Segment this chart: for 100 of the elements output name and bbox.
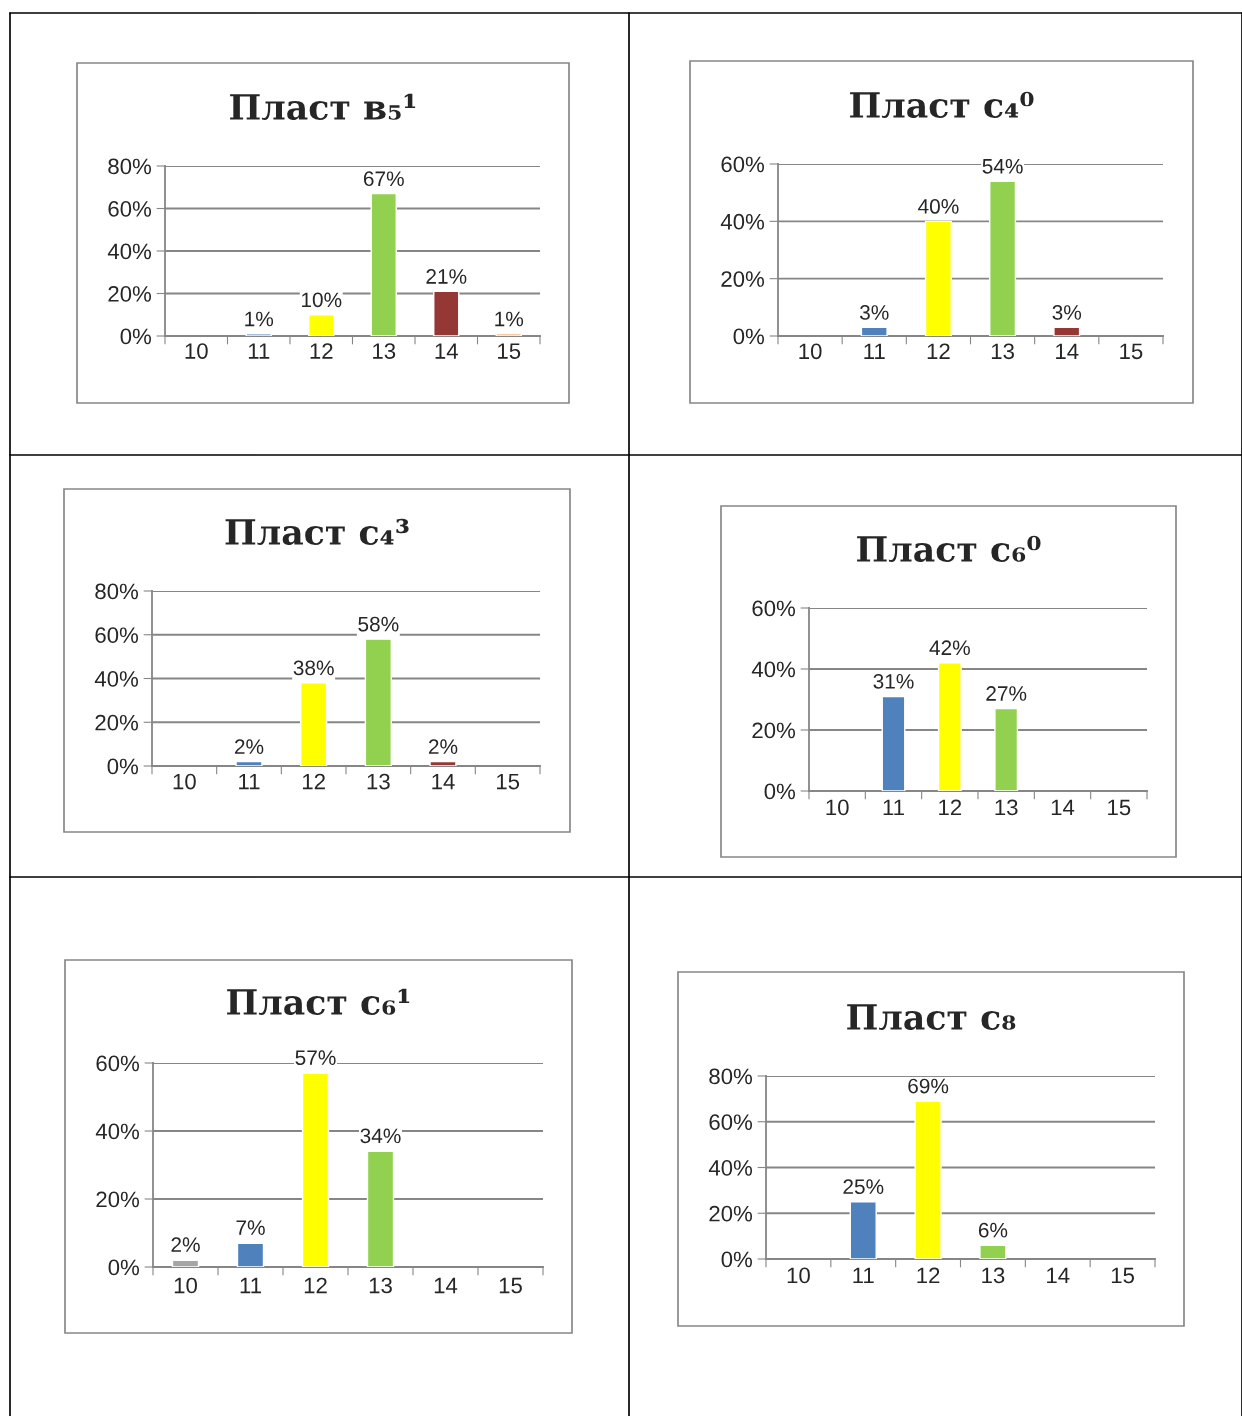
- data-label: 1%: [495, 311, 524, 327]
- data-label: 2%: [171, 1237, 200, 1252]
- x-tick-label: 13: [995, 799, 1018, 816]
- data-label: 2%: [428, 739, 458, 754]
- data-label: 40%: [918, 199, 959, 214]
- y-tick-label: 0%: [764, 783, 796, 800]
- y-tick-label: 20%: [96, 1191, 140, 1208]
- data-label: 21%: [426, 269, 467, 284]
- data-label: 57%: [295, 1050, 336, 1065]
- y-tick-label: 0%: [108, 1259, 140, 1276]
- x-tick-label: 14: [1056, 343, 1079, 359]
- y-tick-label: 80%: [108, 158, 152, 175]
- x-tick-label: 10: [826, 799, 849, 816]
- y-tick-label: 60%: [752, 600, 796, 617]
- x-tick-label: 15: [497, 773, 520, 790]
- x-tick-label: 14: [434, 1277, 458, 1294]
- data-label: 10%: [301, 292, 342, 308]
- x-tick-label: 15: [1120, 343, 1143, 360]
- data-label: 58%: [358, 616, 399, 632]
- x-tick-label: 13: [982, 1267, 1005, 1284]
- chart-title: Пласт с₆¹: [227, 988, 410, 1016]
- y-tick-label: 80%: [95, 583, 139, 600]
- bar: [171, 1259, 200, 1267]
- bar: [495, 333, 522, 336]
- chart-title: Пласт с₆⁰: [857, 535, 1041, 563]
- data-label: 3%: [859, 305, 889, 320]
- y-tick-label: 20%: [752, 722, 796, 739]
- bar: [989, 180, 1017, 336]
- data-label: 38%: [293, 660, 334, 676]
- x-tick-label: 11: [239, 773, 260, 790]
- x-tick-label: 15: [499, 1277, 522, 1294]
- x-tick-label: 14: [1047, 1267, 1070, 1284]
- data-label: 34%: [360, 1128, 401, 1144]
- bar: [301, 1072, 330, 1267]
- y-tick-label: 20%: [721, 271, 765, 287]
- y-tick-label: 40%: [708, 1160, 753, 1176]
- y-tick-label: 40%: [751, 661, 796, 678]
- x-tick-label: 12: [303, 773, 325, 790]
- x-tick-label: 15: [1108, 799, 1131, 816]
- y-tick-label: 60%: [709, 1114, 753, 1131]
- x-tick-label: 12: [304, 1277, 327, 1294]
- x-tick-label: 10: [799, 343, 822, 360]
- chart-title: Пласт с₈: [847, 1004, 1016, 1031]
- x-tick-label: 10: [174, 1277, 197, 1294]
- y-tick-label: 0%: [120, 328, 152, 345]
- x-tick-label: 13: [367, 773, 390, 790]
- x-tick-label: 13: [369, 1277, 392, 1294]
- data-label: 42%: [929, 640, 970, 656]
- bar: [849, 1201, 877, 1259]
- x-tick-label: 11: [248, 343, 270, 359]
- y-tick-label: 40%: [107, 243, 152, 260]
- y-tick-label: 0%: [733, 328, 765, 345]
- y-tick-label: 20%: [108, 286, 152, 302]
- y-tick-label: 20%: [709, 1205, 753, 1222]
- y-tick-label: 40%: [95, 1123, 140, 1140]
- chart-title: Пласт с₄³: [225, 518, 409, 546]
- x-tick-label: 14: [1051, 799, 1075, 816]
- y-tick-label: 60%: [95, 627, 139, 644]
- bar: [429, 760, 457, 766]
- x-tick-label: 13: [991, 343, 1014, 360]
- y-tick-label: 60%: [96, 1055, 140, 1072]
- bar: [366, 1150, 395, 1267]
- data-label: 31%: [873, 673, 914, 689]
- x-tick-label: 12: [310, 343, 333, 359]
- x-tick-label: 15: [1111, 1267, 1135, 1284]
- data-label: 6%: [978, 1222, 1008, 1238]
- data-label: 27%: [986, 686, 1027, 701]
- data-label: 2%: [234, 739, 264, 754]
- data-label: 54%: [982, 158, 1023, 174]
- y-tick-label: 0%: [721, 1251, 753, 1268]
- data-label: 67%: [363, 171, 404, 187]
- data-label: 7%: [236, 1220, 265, 1235]
- chart-title: Пласт с₄⁰: [850, 91, 1034, 119]
- x-tick-label: 10: [173, 773, 196, 790]
- x-tick-label: 11: [853, 1267, 874, 1284]
- x-tick-label: 11: [240, 1277, 261, 1294]
- data-label: 69%: [908, 1078, 949, 1094]
- x-tick-label: 14: [432, 773, 455, 790]
- bar: [236, 1242, 265, 1267]
- x-tick-label: 10: [185, 343, 208, 359]
- y-tick-label: 40%: [94, 671, 139, 687]
- x-tick-label: 11: [864, 343, 885, 359]
- x-tick-label: 12: [927, 343, 950, 359]
- y-tick-label: 40%: [720, 213, 765, 230]
- y-tick-label: 20%: [95, 714, 139, 731]
- bar: [235, 760, 263, 766]
- bar: [308, 314, 335, 336]
- bar: [937, 662, 962, 791]
- data-label: 25%: [843, 1179, 884, 1195]
- y-tick-label: 60%: [721, 156, 765, 173]
- y-tick-label: 60%: [108, 201, 152, 217]
- chart-title: Пласт в₅¹: [230, 93, 416, 121]
- x-tick-label: 12: [917, 1267, 940, 1284]
- data-label: 1%: [245, 311, 274, 327]
- data-label: 3%: [1052, 305, 1082, 320]
- x-tick-label: 12: [939, 799, 962, 816]
- x-tick-label: 14: [435, 343, 458, 359]
- y-tick-label: 0%: [107, 758, 139, 775]
- y-tick-label: 80%: [709, 1068, 753, 1085]
- x-tick-label: 10: [787, 1267, 810, 1284]
